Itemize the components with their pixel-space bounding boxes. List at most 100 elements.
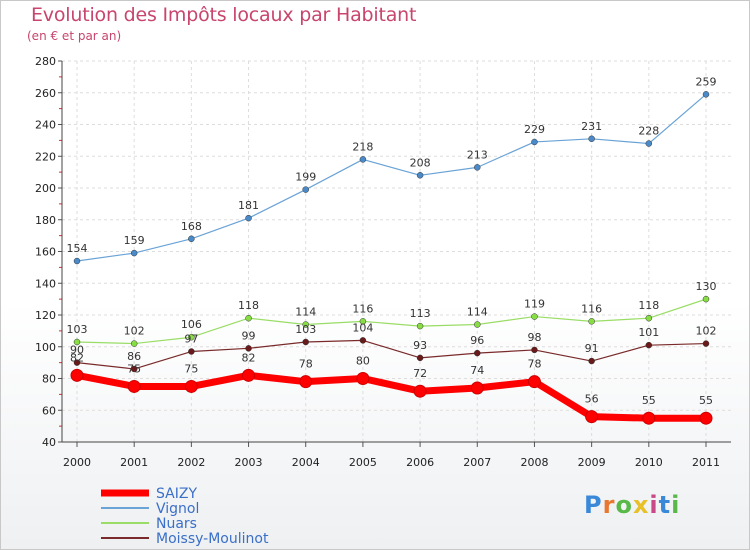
data-point (188, 348, 195, 355)
x-tick-label: 2009 (578, 456, 606, 469)
y-tick-label: 60 (42, 404, 56, 417)
data-point (70, 368, 84, 382)
data-point (531, 346, 538, 354)
data-point (184, 379, 198, 393)
data-label: 93 (413, 339, 427, 352)
x-tick-label: 2011 (692, 456, 720, 469)
y-tick-label: 40 (42, 436, 56, 449)
data-point (416, 172, 424, 179)
data-label: 72 (413, 367, 427, 380)
data-label: 98 (527, 331, 541, 344)
data-label: 208 (410, 156, 431, 169)
x-tick-label: 2002 (177, 456, 205, 469)
data-label: 106 (181, 318, 202, 331)
data-point (588, 357, 595, 365)
data-label: 113 (410, 307, 431, 320)
data-point (470, 381, 484, 395)
data-point (699, 411, 713, 425)
data-label: 82 (70, 351, 84, 364)
data-point (474, 349, 481, 357)
data-labels: 154 159 168 181 199 218 208 213 229 231 228 259 103 1… (67, 75, 717, 407)
data-label: 101 (638, 326, 659, 339)
y-tick-label: 80 (42, 373, 56, 386)
data-label: 104 (352, 321, 373, 334)
legend-label: Moissy-Moulinot (156, 531, 269, 547)
data-label: 159 (124, 234, 145, 247)
data-point (413, 384, 427, 398)
data-point (416, 354, 424, 362)
data-label: 99 (242, 329, 256, 342)
data-label: 97 (184, 333, 198, 346)
y-tick-label: 120 (35, 309, 56, 322)
data-label: 103 (295, 323, 316, 336)
data-label: 102 (696, 325, 717, 338)
data-point (302, 338, 309, 346)
y-tick-label: 280 (35, 55, 56, 68)
data-label: 74 (470, 364, 484, 377)
data-label: 228 (638, 125, 659, 138)
data-point (73, 257, 81, 265)
data-label: 78 (299, 358, 313, 371)
chart-title: Evolution des Impôts locaux par Habitant (31, 4, 417, 26)
series-line-saizy (76, 371, 706, 422)
data-point (302, 321, 309, 328)
data-label: 130 (696, 280, 717, 293)
y-tick-label: 220 (35, 150, 56, 163)
x-tick-label: 2000 (63, 456, 91, 469)
data-label: 199 (295, 171, 316, 184)
proxiti-logo: Proxiti (584, 491, 680, 519)
x-tick-label: 2005 (349, 456, 377, 469)
y-tick-label: 200 (35, 182, 56, 195)
y-tick-label: 140 (35, 277, 56, 290)
data-label: 118 (638, 299, 659, 312)
data-label: 56 (585, 393, 599, 406)
data-point (702, 91, 710, 98)
legend-label: Vignol (156, 501, 199, 517)
data-point (359, 337, 367, 344)
data-point (130, 249, 138, 257)
data-point (73, 338, 81, 346)
data-point (645, 341, 653, 349)
data-label: 119 (524, 298, 545, 311)
x-tick-label: 2008 (520, 456, 548, 469)
data-label: 96 (470, 334, 484, 347)
legend-label: SAIZY (156, 486, 197, 502)
data-point (585, 410, 599, 424)
data-label: 82 (242, 351, 256, 364)
y-tick-labels: 40 60 80 100 120 140 160 180 200 220 240 260 280 (35, 55, 56, 449)
data-label: 103 (67, 323, 88, 336)
data-label: 231 (581, 120, 602, 133)
data-label: 181 (238, 199, 259, 212)
data-point (531, 313, 538, 320)
data-label: 55 (642, 394, 656, 407)
logo-letter: i (649, 491, 659, 519)
logo-letter: o (615, 491, 633, 519)
data-point (130, 365, 138, 373)
data-label: 80 (356, 355, 370, 368)
chart-subtitle: (en € et par an) (27, 29, 122, 43)
data-point (242, 368, 256, 382)
data-label: 218 (352, 140, 373, 153)
data-point (702, 340, 710, 347)
data-point (642, 411, 656, 425)
data-point (645, 140, 653, 147)
data-label: 91 (585, 342, 599, 355)
series-line-moissy-moulinot (76, 339, 707, 370)
y-tick-label: 260 (35, 87, 56, 100)
data-point (645, 314, 653, 322)
data-point (531, 138, 538, 146)
x-tick-label: 2006 (406, 456, 434, 469)
data-label: 118 (238, 299, 259, 312)
data-label: 90 (70, 344, 84, 357)
data-label: 116 (352, 302, 373, 315)
data-point (356, 372, 370, 385)
data-point (416, 322, 424, 330)
logo-letter: t (658, 491, 672, 519)
y-tick-label: 240 (35, 119, 56, 132)
data-point (245, 314, 252, 322)
data-label: 114 (295, 306, 316, 319)
logo-letter: P (584, 491, 603, 519)
data-label: 154 (67, 242, 88, 255)
